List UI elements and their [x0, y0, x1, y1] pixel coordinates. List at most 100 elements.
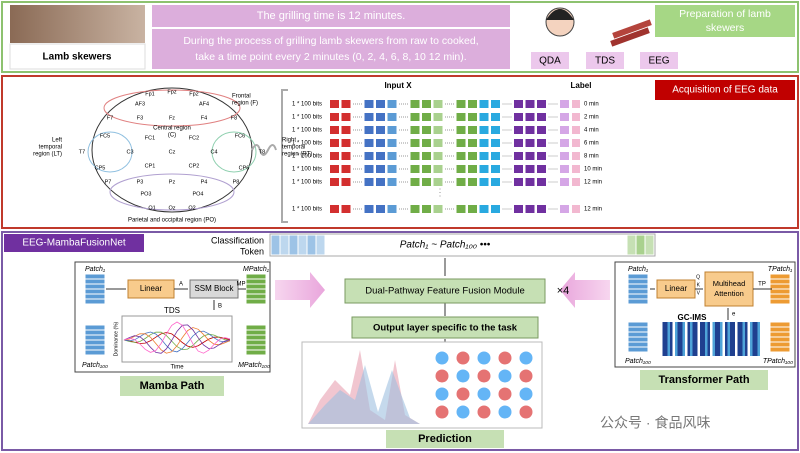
time-note: The grilling time is 12 minutes.	[257, 10, 406, 22]
cell	[468, 126, 477, 134]
transformer-title-box	[640, 370, 768, 390]
label-cell	[572, 126, 580, 134]
cell	[410, 139, 420, 147]
electrode: P8	[233, 179, 240, 185]
patch-cell	[769, 283, 791, 290]
cell	[422, 178, 431, 186]
patch-cell	[245, 334, 267, 341]
patch-cell	[627, 321, 649, 328]
patch-cell	[84, 329, 106, 336]
heatmap-strip	[737, 322, 740, 356]
patch-first: Patch₁	[85, 266, 106, 273]
label-cell	[572, 165, 580, 173]
heatmap-strip	[747, 322, 750, 356]
patch-cell	[627, 346, 649, 353]
topomap	[476, 404, 492, 420]
heatmap-strip	[707, 322, 710, 356]
process-note: take a time point every 2 minutes (0, 2,…	[195, 51, 466, 63]
mamba-title: Mamba Path	[140, 380, 205, 392]
cell	[468, 178, 477, 186]
electrode: AF3	[135, 101, 145, 107]
tds-y: Dominance (%)	[113, 321, 119, 356]
electrode: PO3	[140, 191, 151, 197]
pred-area	[308, 365, 420, 424]
electrode: T8	[259, 149, 265, 155]
heatmap-strip	[730, 322, 733, 356]
row-bits: 1 * 100 bits	[292, 180, 322, 186]
region-label: (C)	[168, 133, 176, 139]
cell	[433, 165, 443, 173]
electrode: FC5	[100, 133, 110, 139]
cell	[537, 126, 546, 134]
tds-title: TDS	[164, 306, 180, 315]
cell	[491, 178, 500, 186]
cell	[376, 126, 385, 134]
cell	[341, 178, 351, 186]
heatmap-strip	[690, 322, 693, 356]
time-box	[152, 5, 510, 27]
cell	[456, 100, 466, 108]
electrode: P7	[105, 179, 112, 185]
row-bits: 1 * 100 bits	[292, 128, 322, 134]
prep-title: skewers	[706, 22, 745, 34]
cell	[330, 165, 339, 173]
cell	[560, 152, 569, 160]
cell	[410, 126, 420, 134]
electrode: Cz	[169, 149, 176, 155]
mamba-arrows	[106, 288, 246, 310]
patch-cell	[84, 298, 106, 305]
token-cell	[635, 234, 646, 256]
electrode: AF4	[199, 101, 209, 107]
patch-cell	[245, 298, 267, 305]
cell	[376, 139, 385, 147]
row-label: 2 min	[584, 115, 599, 121]
region-label: temporal	[282, 145, 305, 151]
fusion-box	[344, 278, 546, 304]
heatmap-strip	[702, 322, 705, 356]
topomap	[434, 368, 450, 384]
patch-cell	[84, 344, 106, 351]
cell	[330, 205, 339, 213]
cell	[456, 178, 466, 186]
linear: Linear	[140, 284, 163, 293]
row-label: 12 min	[584, 180, 602, 186]
cell	[410, 113, 420, 121]
cell	[410, 178, 420, 186]
cell	[537, 100, 546, 108]
cell	[456, 205, 466, 213]
heatmap-strip	[695, 322, 698, 356]
patch-cell	[245, 283, 267, 290]
token-cell	[626, 234, 637, 256]
heatmap-strip	[700, 322, 703, 356]
skewer-icon	[610, 19, 652, 47]
electrode: C4	[210, 149, 217, 155]
topomap	[434, 350, 450, 366]
row-bits: 1 * 100 bits	[292, 154, 322, 160]
prediction: Prediction	[418, 433, 472, 445]
method-box	[531, 52, 569, 69]
heatmap-strip	[742, 322, 745, 356]
frontal-region	[103, 89, 241, 127]
transformer-title: Transformer Path	[658, 374, 749, 386]
patch-cell	[245, 329, 267, 336]
cell	[364, 113, 374, 121]
cell	[560, 126, 569, 134]
electrode: PO4	[192, 191, 203, 197]
cell	[525, 126, 535, 134]
cell	[514, 152, 523, 160]
v-label: V	[697, 290, 701, 296]
cell	[479, 165, 489, 173]
cell	[560, 178, 569, 186]
cell	[456, 165, 466, 173]
mpatch-first: MPatch₁	[243, 266, 270, 273]
topomap	[497, 350, 513, 366]
patch-last: Patch₁₀₀	[82, 362, 108, 369]
arrow	[275, 272, 325, 308]
row-label: 12 min	[584, 207, 602, 213]
cell	[525, 178, 535, 186]
lt-region	[87, 131, 133, 173]
row-bits: 1 * 100 bits	[292, 141, 322, 147]
model-name: EEG-MambaFusionNet	[22, 238, 126, 249]
cell	[341, 139, 351, 147]
